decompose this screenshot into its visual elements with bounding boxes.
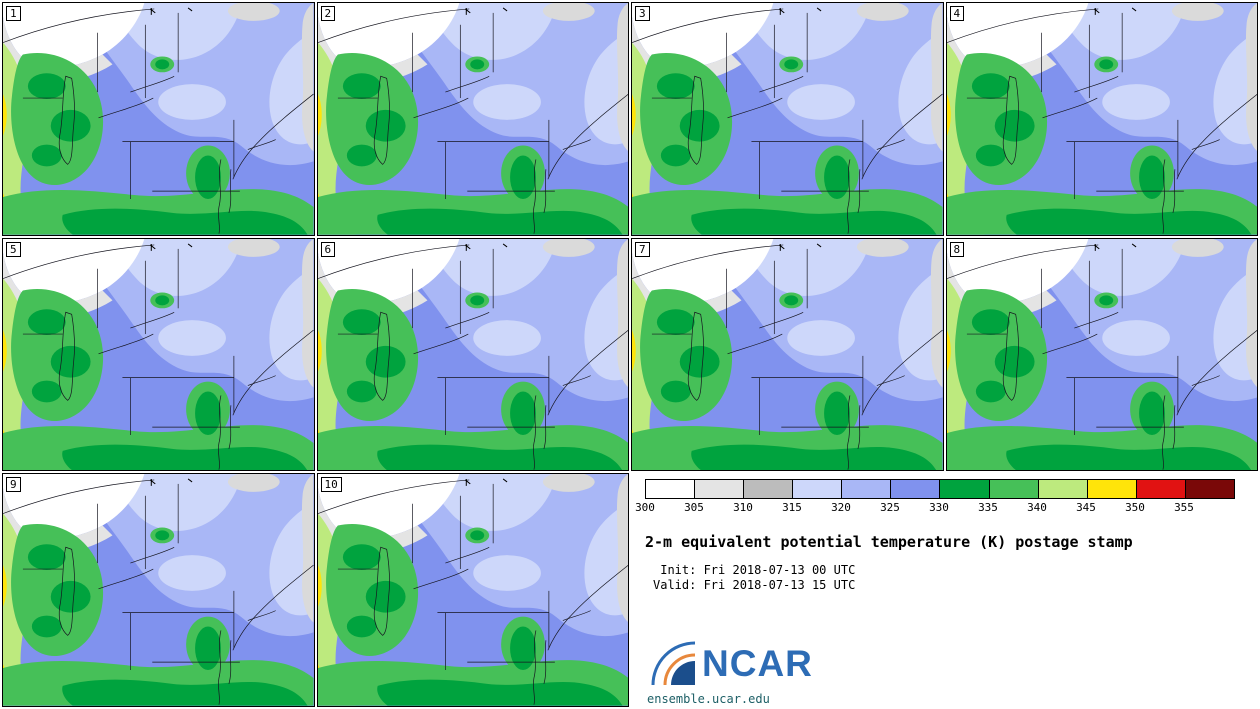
colorbar-segment	[744, 480, 794, 499]
panel-number-label: 7	[635, 241, 650, 257]
plot-title: 2-m equivalent potential temperature (K)…	[645, 533, 1133, 552]
theta-e-map	[317, 3, 628, 235]
colorbar-segment	[1038, 480, 1088, 499]
map-panel: 9	[2, 473, 315, 707]
colorbar-tick: 305	[684, 501, 704, 515]
map-panel: 10	[316, 473, 629, 707]
colorbar-tick: 325	[880, 501, 900, 515]
colorbar-segment	[1087, 480, 1137, 499]
panel-number-label: 6	[320, 241, 336, 257]
panel-number-label: 1	[6, 6, 21, 21]
colorbar-segment	[891, 480, 941, 499]
colorbar	[645, 479, 1235, 500]
run-times: Init: Fri 2018-07-13 00 UTC Valid: Fri 2…	[653, 563, 855, 593]
colorbar-segment	[1136, 480, 1186, 499]
map-panel: 4	[945, 2, 1258, 236]
map-panel: 6	[316, 237, 629, 472]
panel-number-label: 3	[635, 6, 650, 21]
colorbar-segment	[695, 480, 745, 499]
colorbar-segment	[842, 480, 892, 499]
theta-e-map	[3, 238, 314, 471]
ncar-logo: NCAR	[645, 641, 813, 686]
map-panel: 1	[2, 2, 315, 236]
ensemble-url: ensemble.ucar.edu	[647, 692, 770, 707]
panel-number-label: 10	[320, 477, 342, 493]
theta-e-map	[3, 3, 314, 235]
colorbar-segment	[793, 480, 843, 499]
colorbar-tick: 300	[635, 501, 655, 515]
map-panel: 7	[631, 237, 944, 472]
map-panel: 8	[945, 237, 1258, 472]
panel-number-label: 9	[6, 477, 21, 493]
theta-e-map	[632, 3, 943, 235]
legend-panel: 300 305 310 315 320 325 330 335 340 345 350 355 2-m…	[631, 473, 1258, 707]
panel-number-label: 5	[6, 241, 21, 257]
colorbar-tick-labels: 300 305 310 315 320 325 330 335 340 345 350 355	[635, 501, 1233, 515]
theta-e-map	[946, 3, 1257, 235]
map-panel: 3	[631, 2, 944, 236]
colorbar-segment	[940, 480, 990, 499]
panel-number-label: 4	[949, 6, 965, 21]
colorbar-segment	[646, 480, 696, 499]
colorbar-tick: 355	[1174, 501, 1194, 515]
panel-number-label: 8	[949, 241, 965, 257]
ncar-logo-text: NCAR	[702, 642, 813, 684]
panel-number-label: 2	[320, 6, 336, 21]
colorbar-tick: 315	[782, 501, 802, 515]
ncar-logo-icon	[651, 641, 696, 686]
colorbar-tick: 310	[733, 501, 753, 515]
colorbar-segment	[1185, 480, 1234, 499]
theta-e-map	[3, 474, 314, 706]
colorbar-tick: 330	[929, 501, 949, 515]
theta-e-map	[632, 238, 943, 471]
map-panel: 2	[316, 2, 629, 236]
theta-e-map	[317, 474, 628, 706]
colorbar-tick: 345	[1076, 501, 1096, 515]
colorbar-tick: 335	[978, 501, 998, 515]
map-panel: 5	[2, 237, 315, 472]
valid-time: Valid: Fri 2018-07-13 15 UTC	[653, 578, 856, 593]
colorbar-tick: 340	[1027, 501, 1047, 515]
init-time: Init: Fri 2018-07-13 00 UTC	[653, 563, 856, 578]
colorbar-tick: 350	[1125, 501, 1145, 515]
theta-e-map	[317, 238, 628, 471]
theta-e-map	[946, 238, 1257, 471]
colorbar-segment	[989, 480, 1039, 499]
colorbar-tick: 320	[831, 501, 851, 515]
